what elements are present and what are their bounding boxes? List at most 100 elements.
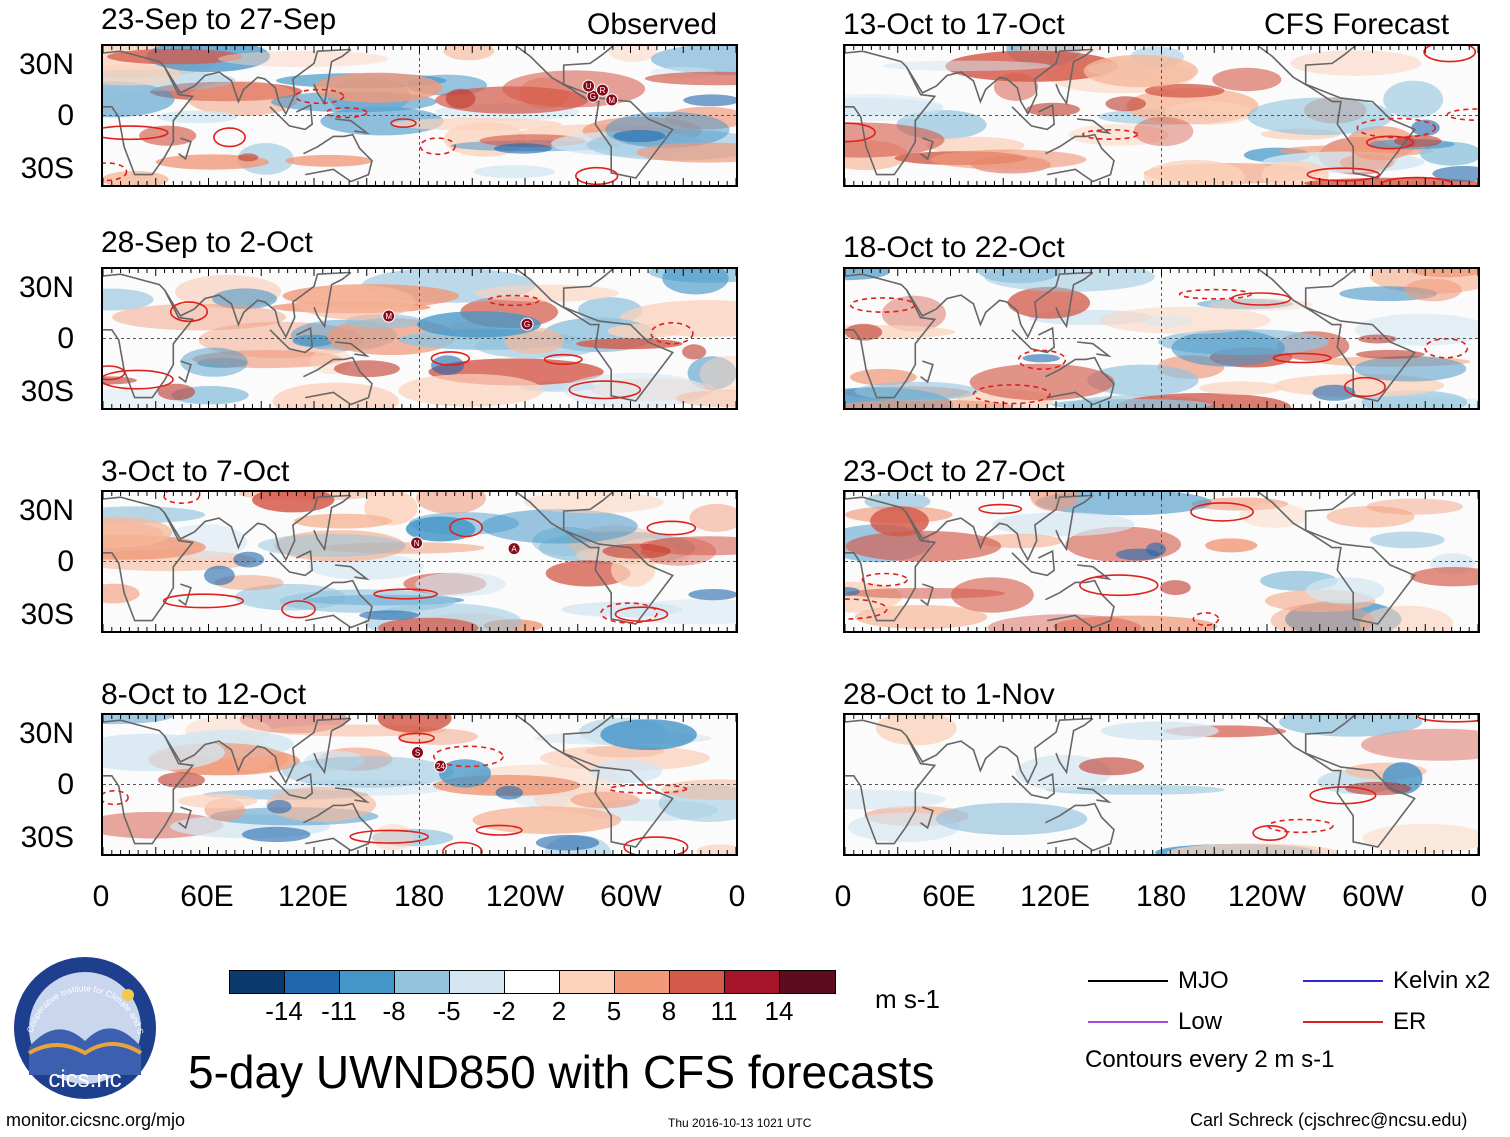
anomaly-shading bbox=[651, 46, 736, 75]
forecast-panel-3-map bbox=[843, 490, 1480, 633]
forecast-panel-3-title: 23-Oct to 27-Oct bbox=[843, 455, 1065, 488]
forecast-header: CFS Forecast bbox=[1264, 8, 1450, 41]
coastline bbox=[920, 360, 934, 384]
coastline bbox=[103, 719, 195, 845]
coastline bbox=[1011, 326, 1056, 354]
coastline bbox=[178, 806, 192, 830]
footer-url[interactable]: monitor.cicsnc.org/mjo bbox=[6, 1110, 186, 1130]
footer-timestamp: Thu 2016-10-13 1021 UTC bbox=[668, 1116, 812, 1130]
anomaly-shading bbox=[1359, 605, 1454, 631]
anomaly-shading bbox=[257, 534, 406, 557]
coastline bbox=[103, 273, 195, 399]
anomaly-shading bbox=[1360, 728, 1478, 761]
coastline bbox=[515, 269, 674, 402]
er-contour bbox=[103, 125, 169, 141]
er-contour bbox=[849, 297, 916, 313]
er-contour bbox=[430, 351, 470, 366]
strong-anomaly bbox=[1160, 580, 1191, 596]
observed-panel-2-title: 28-Sep to 2-Oct bbox=[101, 226, 313, 259]
observed-panel-3-title: 3-Oct to 7-Oct bbox=[101, 455, 290, 488]
strong-anomaly bbox=[688, 589, 736, 601]
coastline bbox=[163, 271, 350, 339]
anomaly-shading bbox=[845, 399, 1013, 408]
coastline bbox=[335, 787, 370, 804]
strong-anomaly bbox=[445, 88, 476, 109]
anomaly-shading bbox=[854, 381, 979, 401]
lat-label: 30S bbox=[20, 152, 74, 185]
anomaly-shading bbox=[605, 111, 730, 148]
colorbar-label: 8 bbox=[661, 996, 677, 1026]
storm-marker-dot bbox=[507, 542, 521, 556]
strong-anomaly bbox=[1355, 349, 1425, 359]
er-contour bbox=[543, 353, 583, 365]
coastline bbox=[1257, 715, 1416, 848]
lon-label: 120E bbox=[1019, 880, 1091, 913]
coastline bbox=[269, 772, 314, 800]
colorbar-cell-7 bbox=[615, 971, 670, 993]
lat-label: 0 bbox=[57, 545, 74, 578]
forecast-panel-4-title: 28-Oct to 1-Nov bbox=[843, 678, 1055, 711]
er-contour bbox=[398, 732, 435, 744]
coastline bbox=[1077, 787, 1112, 804]
anomaly-shading bbox=[139, 125, 197, 146]
er-contour bbox=[103, 365, 126, 381]
lat-label: 0 bbox=[57, 99, 74, 132]
anomaly-shading bbox=[845, 98, 944, 116]
strong-anomaly bbox=[241, 826, 311, 843]
anomaly-shading bbox=[103, 288, 154, 311]
coastline bbox=[1257, 46, 1416, 179]
lon-label: 0 bbox=[1470, 880, 1488, 913]
coastline bbox=[920, 806, 934, 830]
er-contour bbox=[600, 602, 658, 624]
er-contour bbox=[325, 106, 368, 119]
anomaly-shading bbox=[285, 154, 373, 167]
anomaly-shading bbox=[644, 71, 736, 86]
anomaly-shading bbox=[178, 793, 258, 809]
forecast-panel-1-title: 13-Oct to 17-Oct bbox=[843, 8, 1065, 41]
main-title: 5-day UWND850 with CFS forecasts bbox=[188, 1046, 935, 1098]
anomaly-shading bbox=[641, 537, 717, 566]
storm-marker: 24 bbox=[433, 759, 447, 773]
colorbar-cell-0 bbox=[230, 971, 285, 993]
anomaly-shading bbox=[854, 605, 988, 629]
strong-anomaly bbox=[333, 360, 400, 378]
anomaly-shading bbox=[1247, 97, 1393, 136]
storm-marker-label: R bbox=[600, 86, 606, 95]
anomaly-shading bbox=[377, 715, 452, 733]
anomaly-shading bbox=[1144, 83, 1225, 98]
coastline bbox=[1077, 564, 1112, 581]
er-contour bbox=[1272, 352, 1332, 364]
lon-label: 0 bbox=[834, 880, 852, 913]
anomaly-shading bbox=[570, 791, 640, 809]
strong-anomaly bbox=[845, 323, 883, 341]
coastline bbox=[845, 719, 937, 845]
anomaly-shading bbox=[212, 288, 277, 310]
legend-er-label: ER bbox=[1393, 1008, 1427, 1035]
storm-marker-dot bbox=[605, 93, 619, 107]
anomaly-shading bbox=[282, 756, 454, 788]
storm-marker-dot bbox=[596, 83, 609, 97]
forecast-panel-1-map bbox=[843, 44, 1480, 187]
anomaly-shading bbox=[1212, 67, 1282, 92]
coastline bbox=[269, 326, 314, 354]
coastline bbox=[1055, 271, 1094, 329]
anomaly-shading bbox=[472, 806, 622, 834]
coastline bbox=[515, 492, 674, 625]
storm-marker-label: 24 bbox=[436, 762, 445, 771]
colorbar-label: -8 bbox=[382, 996, 406, 1026]
anomaly-shading bbox=[1239, 503, 1308, 528]
storm-marker-dot bbox=[582, 79, 596, 93]
legend-er-line bbox=[1303, 1021, 1383, 1023]
er-contour bbox=[1446, 108, 1478, 121]
lon-label: 180 bbox=[1135, 880, 1187, 913]
anomaly-shading bbox=[984, 269, 1155, 292]
er-contour bbox=[646, 520, 697, 536]
map-canvas bbox=[845, 492, 1478, 631]
coastline bbox=[1055, 717, 1094, 775]
coastline bbox=[303, 356, 373, 406]
coastline bbox=[1045, 133, 1115, 183]
anomaly-shading bbox=[1087, 364, 1199, 396]
coastline bbox=[303, 802, 373, 852]
er-contour bbox=[373, 588, 438, 600]
